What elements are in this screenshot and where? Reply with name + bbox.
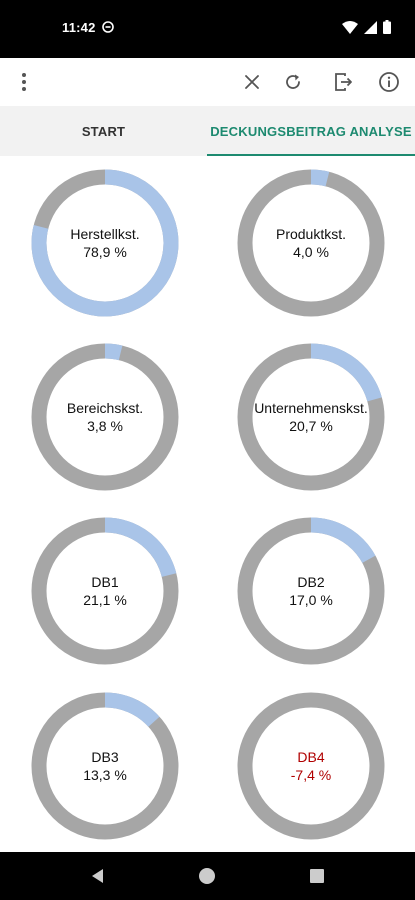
tab-start[interactable]: START [81, 123, 126, 139]
status-bar: 11:42 [0, 0, 415, 58]
donut-label: DB3 [91, 749, 119, 765]
donut-value-arc [31, 517, 179, 665]
donut-label-group: DB1 21,1 % [30, 516, 180, 666]
wifi-icon [342, 20, 358, 34]
home-icon[interactable] [197, 866, 217, 886]
donut-value-arc [237, 343, 385, 491]
donut-value-arc [31, 169, 179, 317]
donut-label-group: DB4 -7,4 % [236, 691, 386, 841]
donut-label: Bereichskst. [66, 400, 144, 416]
donut-label: Produktkst. [275, 226, 347, 242]
donut-value-arc [31, 692, 179, 840]
donut-value-arc [237, 169, 385, 317]
refresh-icon[interactable] [277, 66, 309, 98]
more-vert-icon[interactable] [8, 66, 40, 98]
donut-value: 4,0 % [293, 244, 329, 260]
donut-label-group: DB2 17,0 % [236, 516, 386, 666]
donut-chart: DB4 -7,4 % [236, 691, 386, 841]
navigation-bar [0, 852, 415, 900]
donut-label: DB2 [297, 574, 325, 590]
back-icon[interactable] [88, 866, 108, 886]
donut-chart: DB1 21,1 % [30, 516, 180, 666]
donut-label: Herstellkst. [70, 226, 140, 242]
tab-bar: START DECKUNGSBEITRAG ANALYSE [0, 106, 415, 156]
donut-label-group: Bereichskst. 3,8 % [30, 342, 180, 492]
exit-icon[interactable] [327, 66, 359, 98]
donut-svg [237, 692, 385, 840]
donut-chart: DB2 17,0 % [236, 516, 386, 666]
donut-svg [31, 343, 179, 491]
donut-value: 21,1 % [83, 592, 127, 608]
donut-label: DB4 [297, 749, 325, 765]
donut-value: 78,9 % [83, 244, 127, 260]
donut-svg [31, 517, 179, 665]
info-icon[interactable] [373, 66, 405, 98]
donut-value-arc [237, 517, 385, 665]
donut-label-group: Unternehmenskst. 20,7 % [236, 342, 386, 492]
donut-track [237, 692, 385, 840]
sync-icon [102, 21, 114, 33]
donut-value: -7,4 % [290, 767, 332, 783]
toolbar [0, 58, 415, 106]
donut-value: 13,3 % [83, 767, 127, 783]
donut-svg [31, 169, 179, 317]
signal-icon [364, 20, 377, 34]
donut-chart: Bereichskst. 3,8 % [30, 342, 180, 492]
donut-value: 17,0 % [289, 592, 333, 608]
donut-chart: Herstellkst. 78,9 % [30, 168, 180, 318]
donut-label: Unternehmenskst. [254, 400, 368, 416]
donut-svg [237, 343, 385, 491]
donut-svg [31, 692, 179, 840]
donut-label-group: DB3 13,3 % [30, 691, 180, 841]
battery-icon [383, 20, 391, 34]
tab-deckungsbeitrag-analyse[interactable]: DECKUNGSBEITRAG ANALYSE [207, 106, 415, 156]
donut-label: DB1 [91, 574, 119, 590]
status-icons [342, 20, 391, 34]
donut-chart: DB3 13,3 % [30, 691, 180, 841]
status-time: 11:42 [62, 20, 96, 35]
donut-chart: Produktkst. 4,0 % [236, 168, 386, 318]
recents-icon[interactable] [307, 866, 327, 886]
donut-value-arc [31, 343, 179, 491]
donut-label-group: Herstellkst. 78,9 % [30, 168, 180, 318]
donut-svg [237, 517, 385, 665]
donut-value: 20,7 % [289, 418, 333, 434]
donut-svg [237, 169, 385, 317]
donut-value: 3,8 % [87, 418, 123, 434]
donut-grid: Herstellkst. 78,9 % Produktkst. 4,0 % Bereic… [0, 156, 415, 852]
close-icon[interactable] [236, 66, 268, 98]
donut-label-group: Produktkst. 4,0 % [236, 168, 386, 318]
donut-chart: Unternehmenskst. 20,7 % [236, 342, 386, 492]
